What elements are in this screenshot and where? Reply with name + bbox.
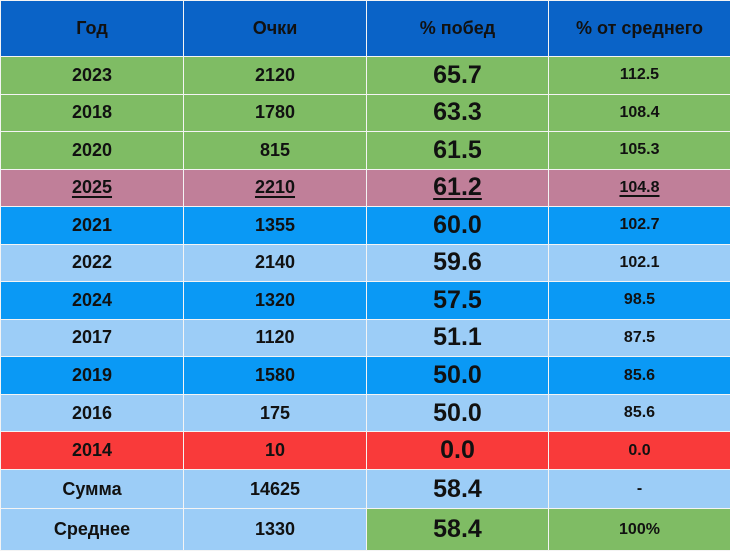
sum-percent-of-average: - [548, 468, 730, 510]
cell-year: 2023 [0, 56, 184, 95]
table-row: 2023 2120 65.7 112.5 [0, 56, 730, 95]
cell-year: 2022 [0, 243, 184, 283]
cell-percent-of-average: 108.4 [548, 93, 730, 133]
cell-percent-of-average: 102.1 [548, 243, 730, 283]
cell-percent-of-average: 87.5 [548, 318, 730, 358]
cell-win-percent-text: 61.2 [433, 173, 482, 202]
sum-points: 14625 [183, 468, 367, 510]
cell-win-percent: 57.5 [366, 281, 549, 320]
header-percent-of-average: % от среднего [548, 0, 730, 57]
cell-win-percent: 63.3 [366, 93, 549, 133]
table-row: 2014 10 0.0 0.0 [0, 431, 730, 470]
cell-points: 1580 [183, 356, 367, 395]
cell-year: 2014 [0, 431, 184, 470]
cell-points: 1780 [183, 93, 367, 133]
average-points: 1330 [183, 508, 367, 551]
cell-win-percent: 51.1 [366, 318, 549, 358]
cell-win-percent: 60.0 [366, 206, 549, 245]
cell-points: 1320 [183, 281, 367, 320]
table-row: 2024 1320 57.5 98.5 [0, 281, 730, 320]
cell-points: 10 [183, 431, 367, 470]
cell-percent-of-average: 98.5 [548, 281, 730, 320]
cell-points: 2120 [183, 56, 367, 95]
cell-win-percent: 50.0 [366, 393, 549, 433]
average-percent-of-average: 100% [548, 508, 730, 551]
cell-year: 2021 [0, 206, 184, 245]
header-row: Год Очки % побед % от среднего [0, 0, 730, 57]
cell-year: 2017 [0, 318, 184, 358]
header-points: Очки [183, 0, 367, 57]
table-row: 2016 175 50.0 85.6 [0, 393, 730, 433]
header-win-percent: % побед [366, 0, 549, 57]
cell-win-percent: 65.7 [366, 56, 549, 95]
cell-points: 175 [183, 393, 367, 433]
cell-points: 2210 [183, 168, 367, 208]
cell-year-text: 2025 [71, 177, 113, 198]
cell-win-percent: 61.2 [366, 168, 549, 208]
cell-percent-of-average: 112.5 [548, 56, 730, 95]
table-row-highlighted: 2025 2210 61.2 104.8 [0, 168, 730, 208]
table-row: 2019 1580 50.0 85.6 [0, 356, 730, 395]
table-row: 2020 815 61.5 105.3 [0, 131, 730, 170]
cell-points: 1355 [183, 206, 367, 245]
cell-percent-of-average: 102.7 [548, 206, 730, 245]
cell-win-percent: 0.0 [366, 431, 549, 470]
average-row: Среднее 1330 58.4 100% [0, 508, 730, 551]
sum-win-percent: 58.4 [366, 468, 549, 510]
cell-percent-of-average: 85.6 [548, 356, 730, 395]
sum-row: Сумма 14625 58.4 - [0, 468, 730, 510]
cell-points-text: 2210 [254, 177, 296, 198]
table-row: 2017 1120 51.1 87.5 [0, 318, 730, 358]
cell-year: 2018 [0, 93, 184, 133]
table-row: 2018 1780 63.3 108.4 [0, 93, 730, 133]
cell-percent-of-average: 104.8 [548, 168, 730, 208]
cell-points: 1120 [183, 318, 367, 358]
average-label: Среднее [0, 508, 184, 551]
cell-percent-of-average-text: 104.8 [619, 178, 660, 196]
cell-year: 2024 [0, 281, 184, 320]
cell-year: 2016 [0, 393, 184, 433]
cell-win-percent: 50.0 [366, 356, 549, 395]
cell-points: 815 [183, 131, 367, 170]
table-row: 2022 2140 59.6 102.1 [0, 243, 730, 283]
cell-year: 2025 [0, 168, 184, 208]
average-win-percent: 58.4 [366, 508, 549, 551]
sum-label: Сумма [0, 468, 184, 510]
cell-points: 2140 [183, 243, 367, 283]
table-row: 2021 1355 60.0 102.7 [0, 206, 730, 245]
cell-percent-of-average: 85.6 [548, 393, 730, 433]
header-year: Год [0, 0, 184, 57]
cell-percent-of-average: 105.3 [548, 131, 730, 170]
cell-win-percent: 61.5 [366, 131, 549, 170]
cell-percent-of-average: 0.0 [548, 431, 730, 470]
cell-win-percent: 59.6 [366, 243, 549, 283]
cell-year: 2020 [0, 131, 184, 170]
cell-year: 2019 [0, 356, 184, 395]
